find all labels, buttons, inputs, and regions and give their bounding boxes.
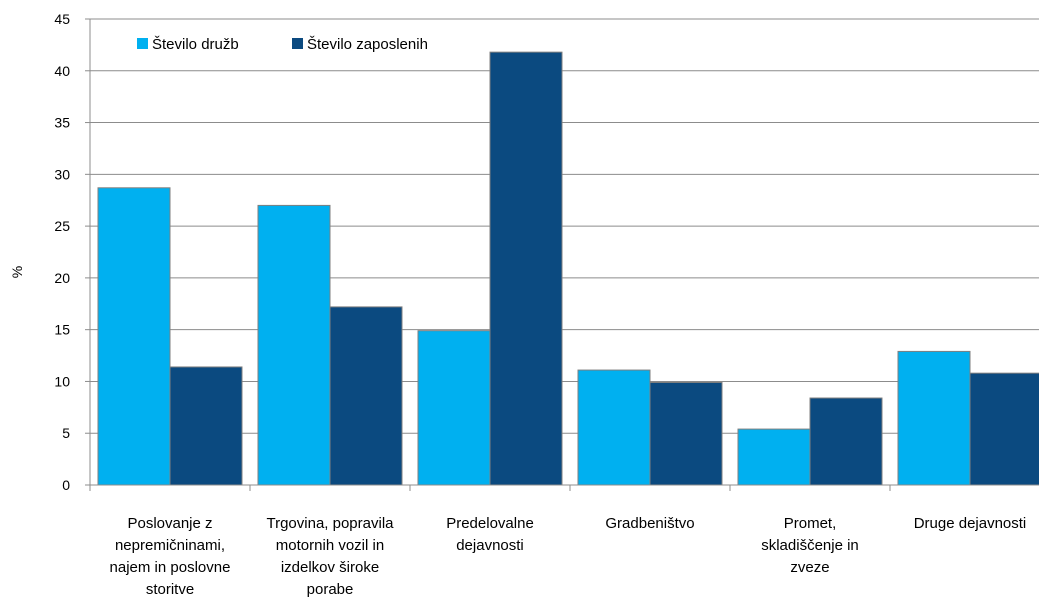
x-tick-label: Druge dejavnosti	[914, 515, 1027, 532]
x-tick-label: Trgovina, popravila motornih vozil in izde…	[266, 515, 394, 598]
x-tick-label: Predelovalne dejavnosti	[446, 515, 534, 554]
bar-stevilo-zaposlenih	[169, 366, 243, 486]
bar-stevilo-zaposlenih	[489, 51, 563, 486]
bar-stevilo-druzb	[737, 428, 811, 486]
bar-stevilo-zaposlenih	[649, 381, 723, 486]
x-tick-label: Gradbeništvo	[605, 515, 694, 532]
bar-stevilo-druzb	[577, 369, 651, 486]
y-tick-label: 20	[54, 270, 70, 286]
legend-swatch	[292, 38, 303, 49]
bar-stevilo-zaposlenih	[329, 306, 403, 486]
axes	[85, 18, 1039, 491]
x-tick-label: Poslovanje z nepremičninami, najem in posl…	[110, 515, 231, 598]
legend-swatch	[137, 38, 148, 49]
bar-stevilo-druzb	[417, 330, 491, 486]
bar-stevilo-druzb	[897, 350, 971, 486]
y-tick-label: 25	[54, 218, 70, 234]
y-tick-labels: 0 5 10 15 20 25 30 35 40 45	[54, 11, 70, 493]
bar-stevilo-zaposlenih	[969, 372, 1039, 486]
bars	[97, 51, 1039, 486]
y-tick-label: 5	[62, 425, 70, 441]
y-tick-label: 35	[54, 115, 70, 131]
x-tick-label: Promet, skladiščenje in zveze	[761, 515, 859, 576]
legend: Število družb Število zaposlenih	[137, 36, 428, 53]
y-tick-label: 30	[54, 166, 70, 182]
y-tick-label: 45	[54, 11, 70, 27]
y-tick-label: 10	[54, 373, 70, 389]
gridlines	[90, 18, 1039, 434]
y-tick-label: 40	[54, 63, 70, 79]
bar-stevilo-zaposlenih	[809, 397, 883, 486]
bar-stevilo-druzb	[97, 187, 171, 486]
y-tick-label: 15	[54, 322, 70, 338]
y-tick-label: 0	[62, 477, 70, 493]
y-axis-label: %	[9, 266, 25, 278]
legend-label: Število zaposlenih	[307, 36, 428, 53]
bar-stevilo-druzb	[257, 204, 331, 486]
legend-label: Število družb	[152, 36, 239, 53]
x-tick-labels: Poslovanje z nepremičninami, najem in posl…	[110, 515, 1027, 598]
